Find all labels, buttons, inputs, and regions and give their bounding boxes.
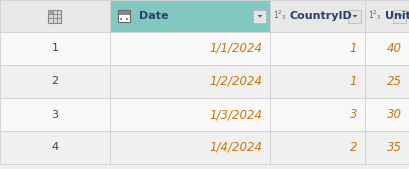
- Bar: [270, 131, 364, 164]
- Polygon shape: [257, 15, 262, 18]
- Bar: [253, 9, 266, 22]
- Text: 1: 1: [348, 42, 356, 55]
- Text: 1/2/2024: 1/2/2024: [209, 75, 261, 88]
- Polygon shape: [397, 15, 401, 18]
- Bar: [126, 13, 128, 15]
- Bar: [270, 98, 364, 131]
- Text: 2: 2: [51, 77, 58, 87]
- Bar: [118, 10, 130, 22]
- Text: 1/3/2024: 1/3/2024: [209, 108, 261, 121]
- Text: 4: 4: [51, 142, 58, 152]
- Text: 3: 3: [52, 110, 58, 119]
- Text: 1/4/2024: 1/4/2024: [209, 141, 261, 154]
- Bar: [119, 18, 121, 20]
- Bar: [270, 0, 364, 32]
- Text: 1: 1: [52, 43, 58, 54]
- Text: 3: 3: [348, 108, 356, 121]
- Bar: [0, 0, 110, 32]
- Bar: [364, 65, 409, 98]
- Text: $1^2{}_3$: $1^2{}_3$: [367, 8, 381, 22]
- Bar: [110, 131, 270, 164]
- Bar: [48, 9, 53, 14]
- Bar: [364, 32, 409, 65]
- Text: 40: 40: [386, 42, 401, 55]
- Bar: [0, 98, 110, 131]
- Bar: [118, 10, 130, 14]
- Bar: [110, 32, 270, 65]
- Bar: [0, 131, 110, 164]
- Bar: [110, 98, 270, 131]
- Bar: [270, 32, 364, 65]
- Text: 1: 1: [348, 75, 356, 88]
- Text: $1^2{}_3$: $1^2{}_3$: [272, 8, 286, 22]
- Bar: [364, 0, 409, 32]
- Polygon shape: [352, 15, 357, 18]
- Bar: [348, 9, 361, 22]
- Bar: [393, 9, 405, 22]
- Text: 35: 35: [386, 141, 401, 154]
- Text: Date: Date: [139, 11, 168, 21]
- Text: CountryID: CountryID: [289, 11, 352, 21]
- Bar: [48, 9, 61, 22]
- Bar: [110, 0, 270, 32]
- Bar: [126, 18, 128, 20]
- Text: Units: Units: [384, 11, 409, 21]
- Bar: [0, 65, 110, 98]
- Bar: [364, 98, 409, 131]
- Bar: [110, 65, 270, 98]
- Bar: [0, 32, 110, 65]
- Bar: [270, 65, 364, 98]
- Text: 30: 30: [386, 108, 401, 121]
- Bar: [364, 131, 409, 164]
- Bar: [119, 13, 121, 15]
- Text: 1/1/2024: 1/1/2024: [209, 42, 261, 55]
- Text: 2: 2: [348, 141, 356, 154]
- Text: 25: 25: [386, 75, 401, 88]
